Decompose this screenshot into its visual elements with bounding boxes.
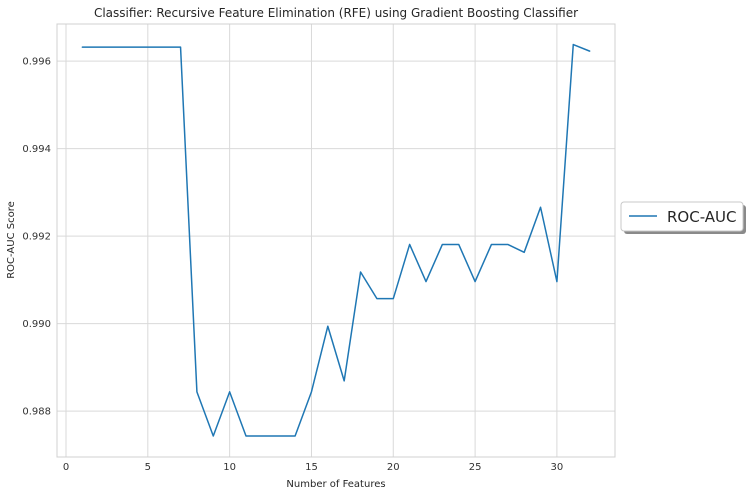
- x-tick-label: 5: [145, 462, 151, 473]
- legend-label: ROC-AUC: [667, 208, 737, 226]
- x-tick-label: 0: [63, 462, 69, 473]
- x-tick-label: 30: [551, 462, 564, 473]
- plot-area: [57, 24, 615, 457]
- legend-box: [620, 201, 744, 232]
- series-layer: [81, 43, 591, 437]
- x-tick-label: 15: [305, 462, 318, 473]
- y-tick-label: 0.994: [22, 144, 51, 155]
- y-tick-label: 0.992: [22, 232, 51, 243]
- x-gridlines: [65, 24, 558, 457]
- y-tick-labels: 0.988 0.990 0.992 0.994 0.996: [22, 57, 51, 418]
- y-tick-label: 0.990: [22, 319, 51, 330]
- x-tick-labels: 0 5 10 15 20 25 30: [63, 462, 563, 473]
- y-tick-label: 0.996: [22, 57, 51, 68]
- y-gridlines: [57, 60, 615, 412]
- x-tick-label: 10: [223, 462, 236, 473]
- series-line-roc-auc: [81, 43, 591, 437]
- legend: ROC-AUC: [620, 201, 746, 234]
- x-axis-label: Number of Features: [286, 479, 385, 490]
- plot-frame: [56, 23, 616, 458]
- chart-title: Classifier: Recursive Feature Eliminatio…: [94, 6, 578, 20]
- x-tick-label: 25: [469, 462, 482, 473]
- x-tick-label: 20: [387, 462, 400, 473]
- y-axis-label: ROC-AUC Score: [6, 201, 17, 279]
- y-tick-label: 0.988: [22, 407, 51, 418]
